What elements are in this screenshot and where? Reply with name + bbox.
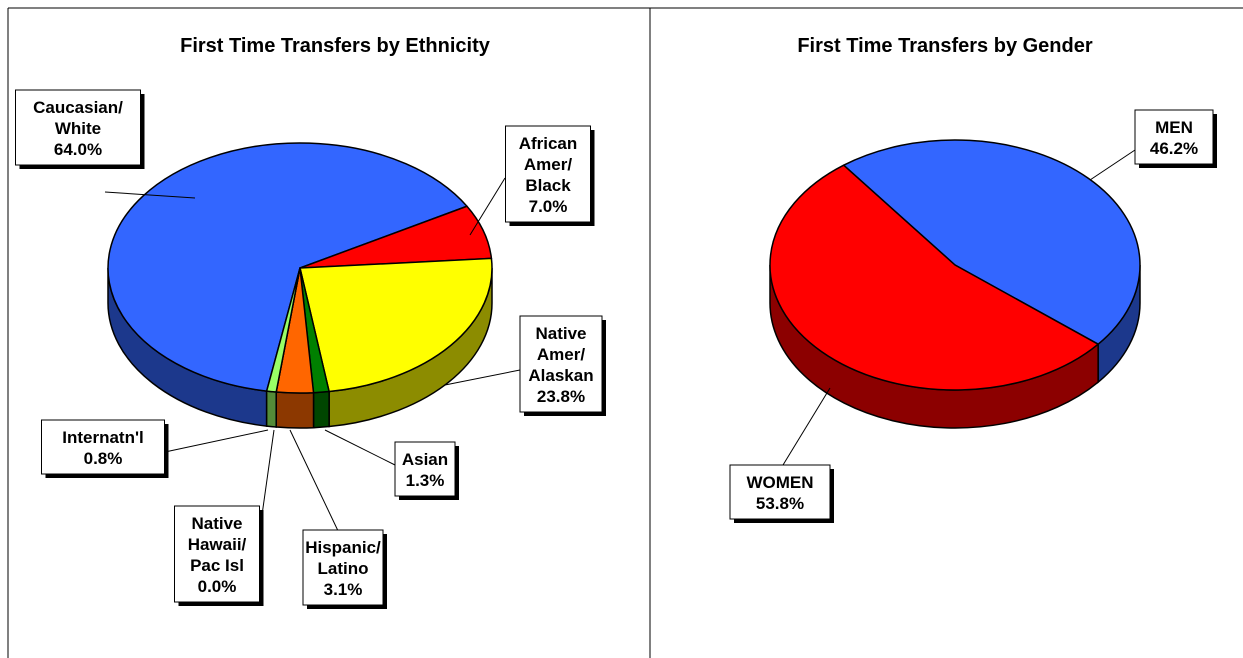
label-box (15, 89, 141, 166)
category-label: African Amer/Black (519, 134, 578, 195)
value-label: 3.1% (324, 580, 363, 599)
category-label: Asian (402, 450, 448, 469)
label-box (519, 315, 603, 413)
slice-side (275, 391, 315, 429)
label-box (174, 505, 260, 603)
leader-line (289, 429, 341, 536)
value-label: 7.0% (529, 197, 568, 216)
slice (265, 267, 301, 393)
slice-side (265, 390, 277, 428)
leader-line (782, 387, 831, 466)
category-label: Native Hawaii/Pac Isl (188, 514, 247, 575)
label-box (302, 529, 384, 606)
leader-line (104, 191, 196, 199)
chart-title: First Time Transfers by Gender (797, 35, 1093, 57)
slice (769, 164, 1099, 391)
slice (842, 139, 1141, 345)
category-label: WOMEN (746, 473, 813, 492)
category-label: Hispanic/Latino (305, 538, 381, 578)
leader-line (261, 429, 275, 516)
leader-line (1089, 149, 1136, 181)
value-label: 23.8% (537, 387, 585, 406)
label-box (394, 441, 456, 497)
chart-title: First Time Transfers by Ethnicity (180, 35, 491, 57)
value-label: 0.0% (198, 577, 237, 596)
leader-line (164, 429, 269, 453)
slice (299, 257, 493, 393)
category-label: Caucasian/White (33, 98, 123, 138)
value-label: 53.8% (756, 494, 804, 513)
label-box (1134, 109, 1214, 165)
value-label: 46.2% (1150, 139, 1198, 158)
label-box (505, 125, 591, 223)
slice-side (312, 390, 330, 429)
value-label: 1.3% (406, 471, 445, 490)
label-box (729, 464, 831, 520)
leader-line (324, 429, 396, 466)
value-label: 64.0% (54, 140, 102, 159)
leader-line (444, 369, 521, 386)
slice (107, 142, 468, 392)
leader-line (469, 177, 506, 236)
label-box (41, 419, 165, 475)
category-label: Native Amer/Alaskan (528, 324, 593, 385)
category-label: MEN (1155, 118, 1193, 137)
value-label: 0.8% (84, 449, 123, 468)
category-label: Internatn'l (62, 428, 144, 447)
